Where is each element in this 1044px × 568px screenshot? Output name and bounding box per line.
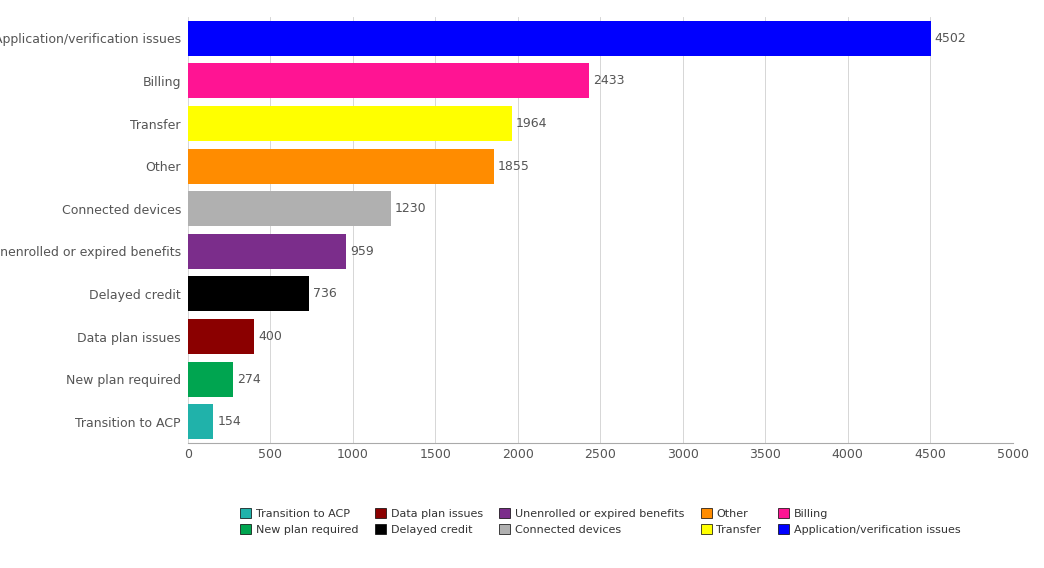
Bar [188,277,309,311]
Text: 1855: 1855 [498,160,530,173]
Text: 1230: 1230 [395,202,427,215]
Bar [188,234,347,269]
Bar [188,319,254,354]
Bar [188,191,390,226]
Legend: Transition to ACP, New plan required, Data plan issues, Delayed credit, Unenroll: Transition to ACP, New plan required, Da… [236,504,965,539]
Text: 736: 736 [313,287,337,300]
Text: 1964: 1964 [516,117,547,130]
Text: 2433: 2433 [593,74,625,87]
Bar [188,21,930,56]
Text: 959: 959 [350,245,374,258]
Text: 4502: 4502 [934,32,967,45]
Text: 154: 154 [217,415,241,428]
Text: 400: 400 [258,330,282,343]
Bar [188,106,512,141]
Bar [188,149,494,183]
Text: 274: 274 [237,373,261,386]
Bar [188,64,589,98]
Bar [188,362,233,396]
Bar [188,404,213,439]
